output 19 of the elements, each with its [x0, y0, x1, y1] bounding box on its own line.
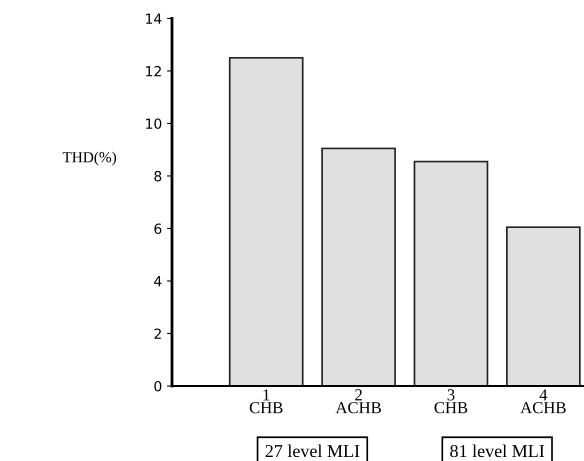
bar — [321, 148, 396, 386]
y-tick-label: 6 — [154, 223, 162, 234]
y-tick-label: 12 — [146, 66, 161, 76]
y-tick-label: 4 — [154, 276, 162, 286]
text: 27 level MLI — [266, 444, 360, 458]
bar — [506, 226, 581, 386]
y-tick-label: 0 — [154, 380, 162, 392]
bar — [228, 56, 304, 386]
text: 81 level MLI — [450, 444, 544, 458]
x-tick-label: 2 ACHB — [336, 389, 381, 414]
y-tick-label: 2 — [154, 328, 161, 339]
y-tick-label: 14 — [146, 14, 162, 24]
bar — [414, 160, 488, 386]
x-tick-label: 3 CHB — [434, 389, 468, 414]
y-tick-label: 10 — [146, 118, 162, 129]
y-tick-label: 8 — [154, 170, 162, 182]
x-tick-label: 1 CHB — [250, 389, 283, 414]
y-axis-title: THD(%) — [62, 152, 116, 166]
x-tick-label: 4 ACHB — [520, 389, 566, 414]
